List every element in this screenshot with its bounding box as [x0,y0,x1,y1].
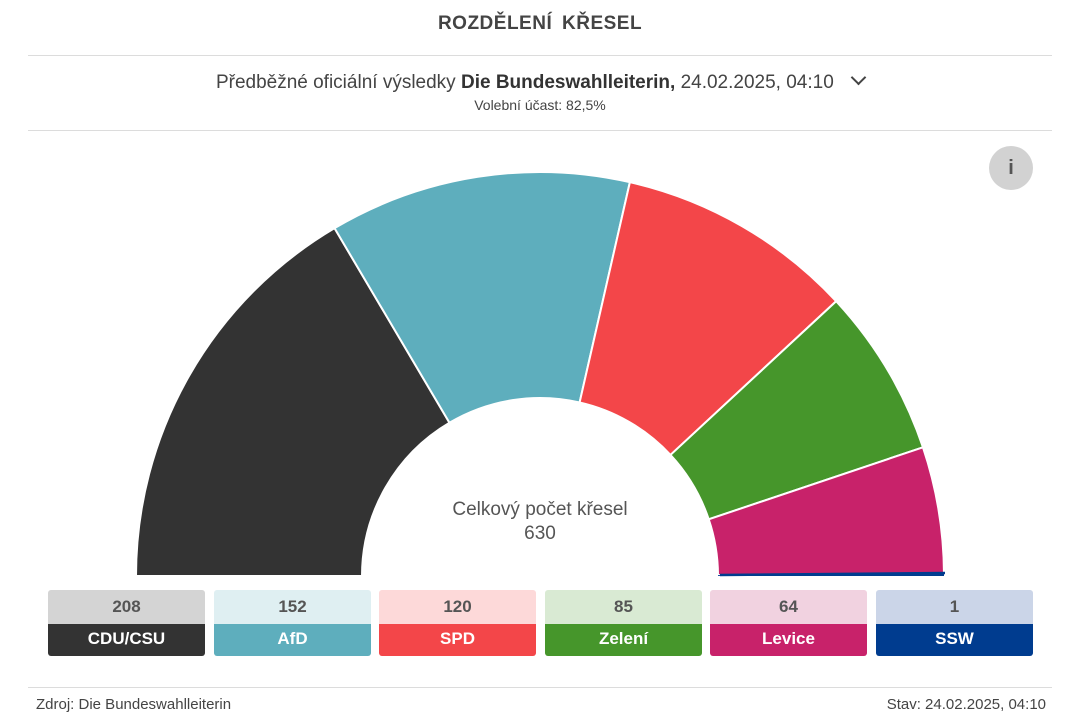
legend-item-levice[interactable]: 64 Levice [710,590,867,656]
legend-party-name: Levice [710,624,867,656]
total-seats-value: 630 [524,523,556,544]
divider [28,55,1052,56]
legend-seat-count: 120 [379,590,536,624]
divider [28,130,1052,131]
legend-seat-count: 1 [876,590,1033,624]
seat-segment-ssw-marker [719,571,946,577]
info-button[interactable]: i [989,146,1033,190]
legend-seat-count: 85 [545,590,702,624]
turnout-text: Volební účast: 82,5% [474,97,606,113]
legend-seat-count: 64 [710,590,867,624]
legend-party-name: SPD [379,624,536,656]
total-seats-label: Celkový počet křesel [452,499,628,520]
subtitle-prefix: Předběžné oficiální výsledky [215,72,456,93]
legend-seat-count: 152 [214,590,371,624]
party-legend: 208 CDU/CSU 152 AfD 120 SPD 85 Zelení 64 Levice 1 S… [48,590,1033,656]
seat-segment-spd[interactable] [578,180,838,457]
subtitle-datetime: 24.02.2025, 04:10 [680,72,834,93]
legend-item-spd[interactable]: 120 SPD [379,590,536,656]
legend-party-name: SSW [876,624,1033,656]
seat-segment-afd[interactable] [333,171,632,425]
divider [28,687,1052,688]
chart-title: ROZDĚLENÍ KŘESEL [437,13,643,34]
seat-segment-cdu-csu[interactable] [134,226,451,577]
subtitle-source: Die Bundeswahlleiterin, [460,72,676,93]
status-text: Stav: 24.02.2025, 04:10 [886,696,1046,713]
legend-seat-count: 208 [48,590,205,624]
results-selector[interactable]: Předběžné oficiální výsledky Die Bundesw… [0,69,1080,94]
legend-item-cdu-csu[interactable]: 208 CDU/CSU [48,590,205,656]
source-text: Zdroj: Die Bundeswahlleiterin [36,696,232,713]
legend-item-afd[interactable]: 152 AfD [214,590,371,656]
legend-party-name: Zelení [545,624,702,656]
legend-item-ssw[interactable]: 1 SSW [876,590,1033,656]
legend-party-name: CDU/CSU [48,624,205,656]
legend-party-name: AfD [214,624,371,656]
legend-item-zelen-[interactable]: 85 Zelení [545,590,702,656]
